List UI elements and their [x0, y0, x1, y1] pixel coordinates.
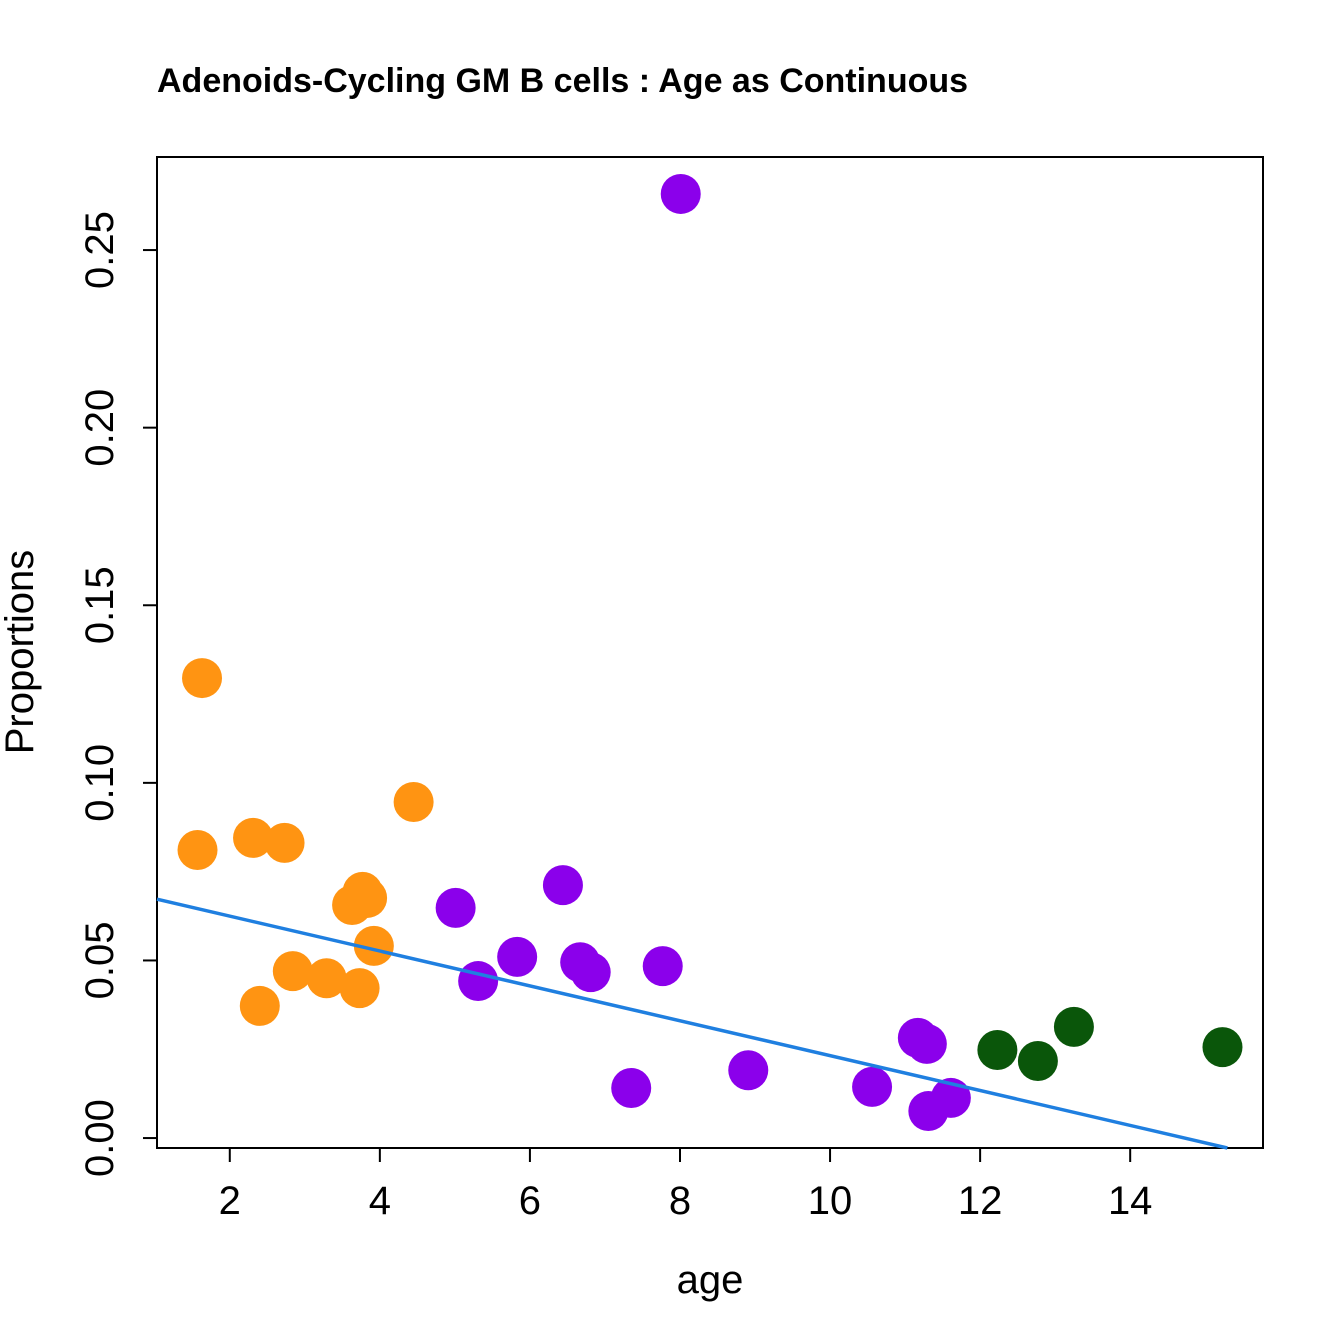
data-point-group2: [611, 1067, 652, 1108]
data-point-group2: [458, 961, 499, 1002]
data-point-group1: [306, 958, 347, 999]
y-axis-label: Proportions: [0, 550, 42, 755]
data-point-group1: [353, 925, 394, 966]
x-tick-label: 2: [219, 1179, 241, 1223]
y-tick-label: 0.15: [78, 566, 122, 644]
y-tick-label: 0.05: [78, 922, 122, 1000]
data-point-group2: [930, 1077, 971, 1118]
data-point-group3: [1017, 1040, 1058, 1081]
plot-frame: [156, 156, 1264, 1149]
points-layer: [177, 173, 1243, 1132]
chart-title: Adenoids-Cycling GM B cells : Age as Con…: [157, 62, 968, 100]
data-point-group2: [570, 952, 611, 993]
x-tick-label: 4: [369, 1179, 391, 1223]
x-axis: 2 4 6 8 10 12 14: [219, 1147, 1153, 1223]
data-point-group1: [239, 985, 280, 1026]
y-tick-label: 0.10: [78, 744, 122, 822]
x-tick-label: 6: [519, 1179, 541, 1223]
data-point-group3: [1202, 1027, 1243, 1068]
data-point-group1: [272, 951, 313, 992]
data-point-group1: [347, 877, 388, 918]
x-tick-label: 8: [669, 1179, 691, 1223]
data-point-group1: [177, 829, 218, 870]
data-point-group2: [542, 865, 583, 906]
regression-layer: [156, 897, 1228, 1150]
y-tick-label: 0.00: [78, 1099, 122, 1177]
data-point-group2: [435, 887, 476, 928]
data-point-group1: [393, 782, 434, 823]
data-point-group1: [339, 968, 380, 1009]
x-tick-label: 14: [1108, 1179, 1153, 1223]
data-point-group1: [182, 658, 223, 699]
y-tick-label: 0.25: [78, 211, 122, 289]
x-axis-label: age: [677, 1258, 744, 1302]
data-point-group2: [906, 1023, 947, 1064]
data-point-group1: [233, 817, 274, 858]
data-point-group3: [1053, 1006, 1094, 1047]
y-axis: 0.00 0.05 0.10 0.15 0.20 0.25: [78, 211, 158, 1177]
data-point-group2: [660, 173, 701, 214]
x-tick-label: 10: [808, 1179, 853, 1223]
data-point-group3: [977, 1029, 1018, 1070]
data-point-group2: [642, 946, 683, 987]
data-point-group2: [497, 936, 538, 977]
y-tick-label: 0.20: [78, 389, 122, 467]
data-point-group1: [264, 822, 305, 863]
regression-line: [156, 897, 1228, 1150]
x-tick-label: 12: [958, 1179, 1003, 1223]
data-point-group2: [852, 1066, 893, 1107]
data-point-group2: [728, 1050, 769, 1091]
